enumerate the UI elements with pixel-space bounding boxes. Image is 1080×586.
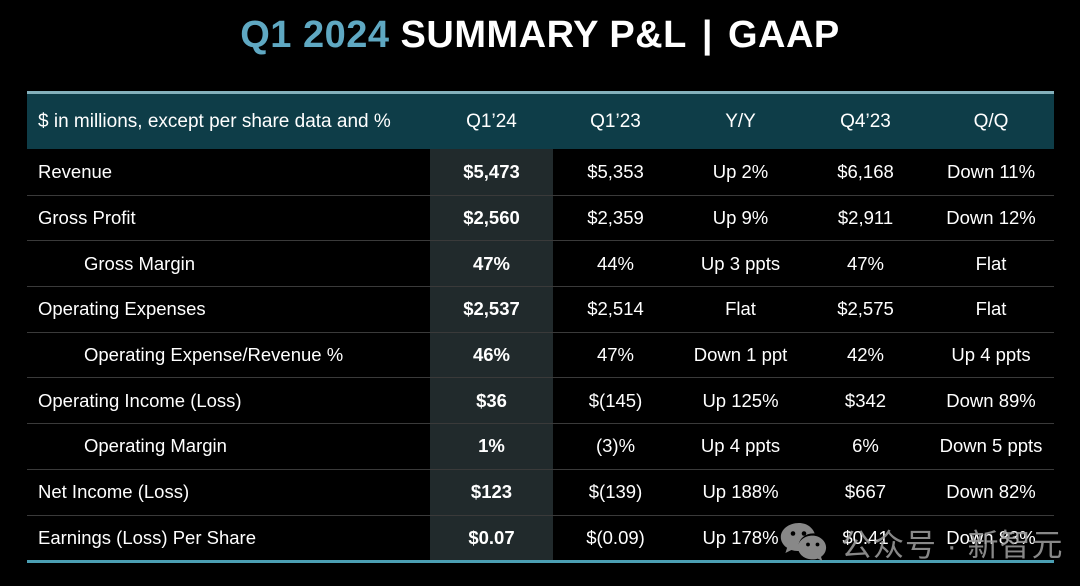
- cell-q423: $0.41: [842, 526, 889, 548]
- cell-qq: Down 89%: [946, 389, 1036, 411]
- cell-yy: Up 188%: [702, 481, 779, 503]
- table-header-row: $ in millions, except per share data and…: [27, 94, 1054, 149]
- title-quarter: Q1 2024: [240, 14, 390, 56]
- table-row-gross-margin: Gross Margin 47% 44% Up 3 ppts 47% Flat: [27, 240, 1054, 287]
- table-row-opex-revenue-pct: Operating Expense/Revenue % 46% 47% Down…: [27, 331, 1054, 378]
- cell-q124: $0.07: [430, 515, 553, 561]
- cell-q123: (3)%: [595, 435, 636, 457]
- cell-q124: $2,537: [430, 287, 553, 332]
- cell-q123: 47%: [596, 344, 635, 366]
- cell-q423: 47%: [846, 252, 885, 274]
- cell-yy: Flat: [725, 298, 756, 320]
- cell-qq: Flat: [975, 252, 1007, 274]
- header-col-q423: Q4’23: [840, 110, 891, 132]
- cell-q123: $5,353: [587, 160, 644, 182]
- watermark-text: 公众号 · 新智元: [841, 528, 1064, 563]
- cell-q423: $667: [844, 481, 887, 503]
- page-title: Q1 2024 SUMMARY P&L | GAAP: [0, 14, 1080, 57]
- row-label: Operating Expenses: [38, 298, 206, 320]
- cell-q423: 6%: [852, 435, 879, 457]
- cell-yy: Up 3 ppts: [700, 252, 781, 274]
- wechat-icon: [780, 522, 827, 561]
- header-col-qq: Q/Q: [973, 110, 1009, 132]
- cell-q123: 44%: [596, 252, 635, 274]
- cell-q423: $2,575: [837, 298, 894, 320]
- row-label: Revenue: [38, 160, 113, 182]
- header-col-q123: Q1’23: [590, 110, 641, 132]
- title-suffix: GAAP: [727, 14, 840, 56]
- cell-yy: Up 178%: [702, 526, 779, 548]
- cell-q123: $(145): [588, 389, 643, 411]
- cell-q423: $2,911: [837, 207, 894, 229]
- cell-q423: 42%: [846, 344, 885, 366]
- header-units-note: $ in millions, except per share data and…: [38, 110, 391, 132]
- cell-yy: Up 2%: [712, 160, 769, 182]
- cell-q124: $123: [430, 469, 553, 515]
- cell-q124: $2,560: [430, 195, 553, 241]
- title-main: SUMMARY P&L: [400, 14, 687, 56]
- table-body: Revenue $5,473 $5,353 Up 2% $6,168 Down …: [27, 149, 1054, 561]
- cell-q123: $(139): [588, 481, 643, 503]
- cell-qq: Up 4 ppts: [951, 344, 1031, 366]
- table-row-eps: Earnings (Loss) Per Share $0.07 $(0.09) …: [27, 514, 1054, 561]
- cell-yy: Down 1 ppt: [693, 344, 788, 366]
- row-label: Earnings (Loss) Per Share: [38, 526, 256, 548]
- table-row-net-income: Net Income (Loss) $123 $(139) Up 188% $6…: [27, 468, 1054, 515]
- cell-yy: Up 4 ppts: [700, 435, 781, 457]
- cell-q123: $2,514: [587, 298, 644, 320]
- row-label: Net Income (Loss): [38, 481, 190, 503]
- cell-q124: $5,473: [430, 149, 553, 195]
- cell-qq: Down 11%: [946, 160, 1036, 182]
- header-col-yy: Y/Y: [725, 110, 756, 132]
- row-label: Operating Income (Loss): [38, 389, 242, 411]
- pnl-table: $ in millions, except per share data and…: [27, 91, 1054, 564]
- cell-q423: $6,168: [837, 160, 894, 182]
- cell-q423: $342: [844, 389, 887, 411]
- cell-q124: $36: [430, 378, 553, 424]
- row-label: Operating Expense/Revenue %: [84, 344, 344, 366]
- title-separator: |: [701, 14, 713, 56]
- cell-yy: Up 125%: [702, 389, 779, 411]
- cell-q124: 1%: [430, 424, 553, 469]
- cell-q123: $2,359: [587, 207, 644, 229]
- cell-qq: Down 83%: [946, 526, 1036, 548]
- cell-q124: 46%: [430, 332, 553, 378]
- table-row-revenue: Revenue $5,473 $5,353 Up 2% $6,168 Down …: [27, 149, 1054, 195]
- cell-qq: Flat: [975, 298, 1007, 320]
- cell-qq: Down 5 ppts: [939, 435, 1043, 457]
- table-row-operating-expenses: Operating Expenses $2,537 $2,514 Flat $2…: [27, 286, 1054, 332]
- row-label: Gross Margin: [84, 252, 196, 274]
- cell-q123: $(0.09): [586, 526, 645, 548]
- table-row-operating-income: Operating Income (Loss) $36 $(145) Up 12…: [27, 377, 1054, 424]
- cell-yy: Up 9%: [712, 207, 769, 229]
- table-row-operating-margin: Operating Margin 1% (3)% Up 4 ppts 6% Do…: [27, 423, 1054, 469]
- cell-qq: Down 12%: [946, 207, 1036, 229]
- row-label: Operating Margin: [84, 435, 227, 457]
- row-label: Gross Profit: [38, 207, 136, 229]
- table-row-gross-profit: Gross Profit $2,560 $2,359 Up 9% $2,911 …: [27, 194, 1054, 241]
- header-col-q124: Q1’24: [466, 110, 517, 132]
- cell-q124: 47%: [430, 241, 553, 287]
- watermark: 公众号 · 新智元: [779, 520, 1064, 565]
- cell-qq: Down 82%: [946, 481, 1036, 503]
